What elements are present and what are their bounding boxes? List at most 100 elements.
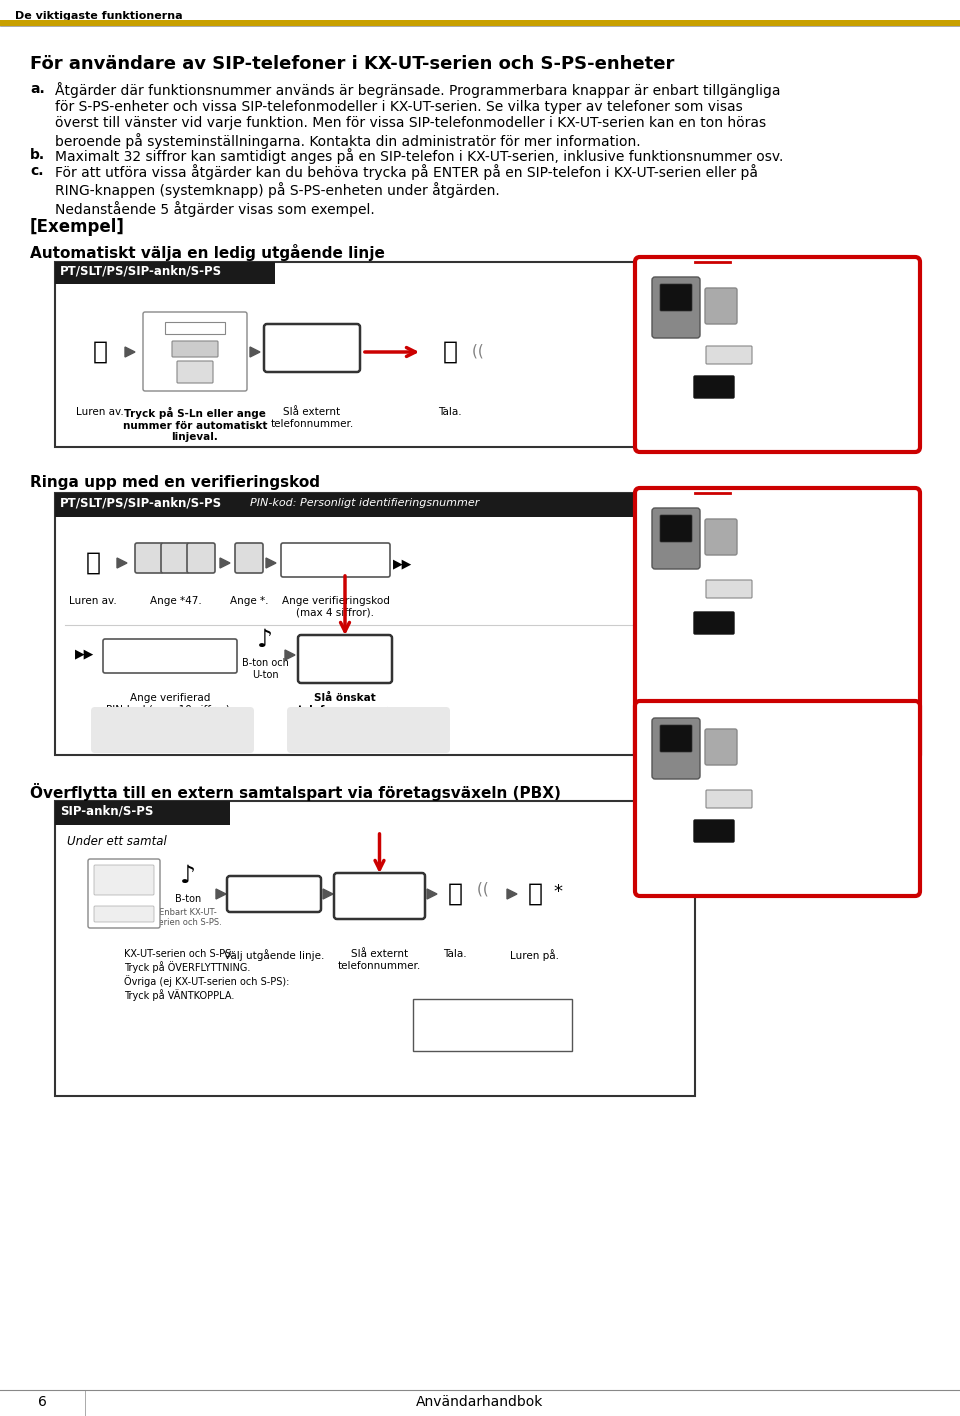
FancyBboxPatch shape	[413, 1000, 572, 1051]
Text: För KX-UT-serien:: För KX-UT-serien:	[747, 515, 848, 528]
Text: ▲: ▲	[673, 513, 679, 520]
Text: ELLER: ELLER	[183, 343, 206, 353]
Text: För att utföra vissa åtgärder kan du behöva trycka på ENTER på en SIP-telefon i : För att utföra vissa åtgärder kan du beh…	[55, 164, 758, 217]
Text: ▲: ▲	[673, 724, 679, 729]
Text: Luren av.: Luren av.	[76, 406, 124, 416]
FancyBboxPatch shape	[705, 287, 737, 324]
FancyBboxPatch shape	[264, 324, 360, 372]
Bar	[0, 20, 960, 25]
FancyBboxPatch shape	[660, 725, 692, 752]
Text: För användare av SIP-telefoner i KX-UT-serien och S-PS-enheter: För användare av SIP-telefoner i KX-UT-s…	[30, 55, 674, 74]
Text: ENTER: ENTER	[664, 520, 687, 525]
Bar	[55, 801, 695, 1096]
FancyBboxPatch shape	[635, 256, 920, 452]
Polygon shape	[507, 889, 517, 899]
Text: ENTER.: ENTER.	[790, 741, 838, 753]
FancyBboxPatch shape	[705, 729, 737, 765]
FancyBboxPatch shape	[706, 346, 752, 364]
Text: 7: 7	[196, 549, 205, 564]
FancyBboxPatch shape	[94, 865, 154, 895]
Text: ▼: ▼	[673, 317, 679, 323]
FancyBboxPatch shape	[660, 515, 692, 542]
Text: ENTER: ENTER	[664, 731, 687, 735]
Text: RING: RING	[702, 823, 727, 833]
Text: verifieringskod: verifieringskod	[294, 552, 377, 562]
Text: För S-PS:: För S-PS:	[747, 362, 800, 375]
Text: 📞: 📞	[85, 551, 101, 575]
Text: Ange *47.: Ange *47.	[150, 596, 202, 606]
Bar	[55, 493, 695, 517]
Polygon shape	[216, 889, 226, 899]
FancyBboxPatch shape	[281, 542, 390, 576]
Text: Användarhandbok: Användarhandbok	[417, 1395, 543, 1409]
Text: PT/SLT/PS/SIP-ankn/S-PS: PT/SLT/PS/SIP-ankn/S-PS	[60, 496, 222, 508]
Bar	[165, 321, 225, 334]
FancyBboxPatch shape	[91, 707, 254, 753]
Polygon shape	[285, 650, 295, 660]
Text: ENTER.: ENTER.	[790, 531, 838, 544]
Bar	[55, 262, 275, 285]
Text: b.: b.	[30, 149, 45, 161]
FancyBboxPatch shape	[635, 489, 920, 760]
Text: Enter: Enter	[710, 736, 732, 745]
Polygon shape	[220, 558, 230, 568]
Text: Tryck på: Tryck på	[747, 300, 800, 314]
Text: 0: 0	[190, 364, 200, 378]
Text: c.: c.	[30, 164, 43, 178]
Text: KX-UT-serien och S-PS:
Tryck på ÖVERFLYTTNING.
Övriga (ej KX-UT-serien och S-PS): KX-UT-serien och S-PS: Tryck på ÖVERFLYT…	[124, 949, 289, 1001]
Text: ▶▶: ▶▶	[75, 647, 94, 660]
Text: externt
telefonnr.: externt telefonnr.	[348, 885, 412, 913]
Text: VÄNTKOPPLA: VÄNTKOPPLA	[95, 909, 153, 918]
Text: Luren på.: Luren på.	[511, 949, 560, 961]
Text: ▶: ▶	[692, 297, 698, 303]
FancyBboxPatch shape	[706, 790, 752, 809]
Text: Ringa upp med en verifieringskod: Ringa upp med en verifieringskod	[30, 474, 320, 490]
Text: ELLER: ELLER	[112, 896, 135, 906]
Text: ((​: ((​	[477, 881, 489, 896]
Text: 📞: 📞	[447, 882, 463, 906]
Text: RING.: RING.	[790, 615, 828, 627]
Text: Välj utgående linje innan du
anger externt telefonnummer.: Välj utgående linje innan du anger exter…	[296, 716, 444, 739]
Text: ♪: ♪	[180, 864, 196, 888]
Text: önskat
telefonnr.: önskat telefonnr.	[313, 649, 377, 675]
Text: Överflytta till en extern samtalspart via företagsväxeln (PBX): Överflytta till en extern samtalspart vi…	[30, 783, 561, 801]
Text: 📞: 📞	[527, 882, 542, 906]
Text: PT/SLT/PS/SIP-ankn/S-PS: PT/SLT/PS/SIP-ankn/S-PS	[60, 265, 222, 278]
FancyBboxPatch shape	[334, 874, 425, 919]
Polygon shape	[266, 558, 276, 568]
Text: RING: RING	[702, 379, 727, 388]
Text: Automatiskt välja en ledig utgående linje: Automatiskt välja en ledig utgående linj…	[30, 244, 385, 261]
Polygon shape	[427, 889, 437, 899]
Text: ELLER: ELLER	[716, 583, 742, 592]
FancyBboxPatch shape	[298, 634, 392, 683]
Text: För KX-UT-serien:: För KX-UT-serien:	[747, 285, 848, 297]
Text: B-ton och
U-ton: B-ton och U-ton	[242, 658, 288, 680]
FancyBboxPatch shape	[88, 860, 160, 927]
Text: ▼: ▼	[673, 548, 679, 554]
FancyBboxPatch shape	[94, 906, 154, 922]
Text: För S-PS:: För S-PS:	[747, 598, 800, 610]
Text: Ange verifierad
PIN-kod (max 10 siffror).: Ange verifierad PIN-kod (max 10 siffror)…	[107, 692, 233, 715]
Text: Ange *.: Ange *.	[229, 596, 268, 606]
FancyBboxPatch shape	[660, 285, 692, 312]
Text: RING.: RING.	[790, 823, 828, 835]
Text: Tryck på: Tryck på	[747, 378, 800, 392]
Text: externt
telefonnr.: externt telefonnr.	[279, 338, 345, 367]
FancyBboxPatch shape	[235, 542, 263, 573]
Polygon shape	[250, 347, 260, 357]
Polygon shape	[117, 558, 127, 568]
Text: *: *	[246, 549, 252, 564]
Polygon shape	[125, 347, 135, 357]
Text: RING.: RING.	[790, 378, 828, 391]
Text: Under ett samtal: Under ett samtal	[67, 835, 167, 848]
Text: TRANSFER
XFER: TRANSFER XFER	[99, 869, 149, 888]
Text: Om du anger fel verifierad
PIN-kod hörs en alarmton.: Om du anger fel verifierad PIN-kod hörs …	[100, 716, 229, 738]
Text: ◀: ◀	[655, 528, 660, 534]
Text: ♪: ♪	[257, 629, 273, 651]
FancyBboxPatch shape	[706, 581, 752, 598]
FancyBboxPatch shape	[172, 341, 218, 357]
FancyBboxPatch shape	[652, 508, 700, 569]
Text: *: *	[145, 549, 153, 564]
FancyBboxPatch shape	[694, 377, 734, 398]
Text: Åtgärder där funktionsnummer används är begränsade. Programmerbara knappar är en: Åtgärder där funktionsnummer används är …	[55, 82, 780, 149]
